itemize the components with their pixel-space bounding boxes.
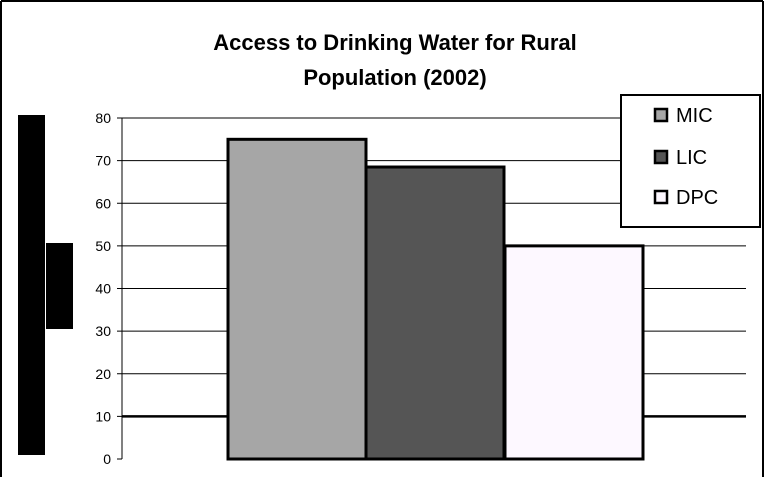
legend-swatch-dpc [653,189,669,205]
y-tick-label-70: 70 [95,153,111,169]
y-axis: 0 10 20 30 40 50 60 70 80 [95,110,123,467]
y-tick-label-30: 30 [95,323,111,339]
legend-box [620,94,761,228]
y-tick-label-50: 50 [95,238,111,254]
y-tick-label-80: 80 [95,110,111,126]
legend-swatch-lic [653,149,669,165]
bars [226,137,645,461]
y-tick-label-0: 0 [103,451,111,467]
legend-swatch-mic [653,107,669,123]
y-tick-label-20: 20 [95,366,111,382]
chart-title-line-1: Access to Drinking Water for Rural [213,30,576,55]
side-bar-large [18,115,45,455]
legend-label-dpc: DPC [676,187,718,209]
y-tick-label-40: 40 [95,281,111,297]
chart-title-line-2: Population (2002) [303,65,486,90]
legend-label-lic: LIC [676,147,707,169]
bar-dpc [503,244,645,461]
legend: MIC LIC DPC [620,94,761,228]
legend-label-mic: MIC [676,105,713,127]
y-tick-label-60: 60 [95,195,111,211]
side-bar-small [46,243,73,329]
bar-mic [226,137,368,461]
bar-lic [364,165,506,461]
y-tick-label-10: 10 [95,408,111,424]
